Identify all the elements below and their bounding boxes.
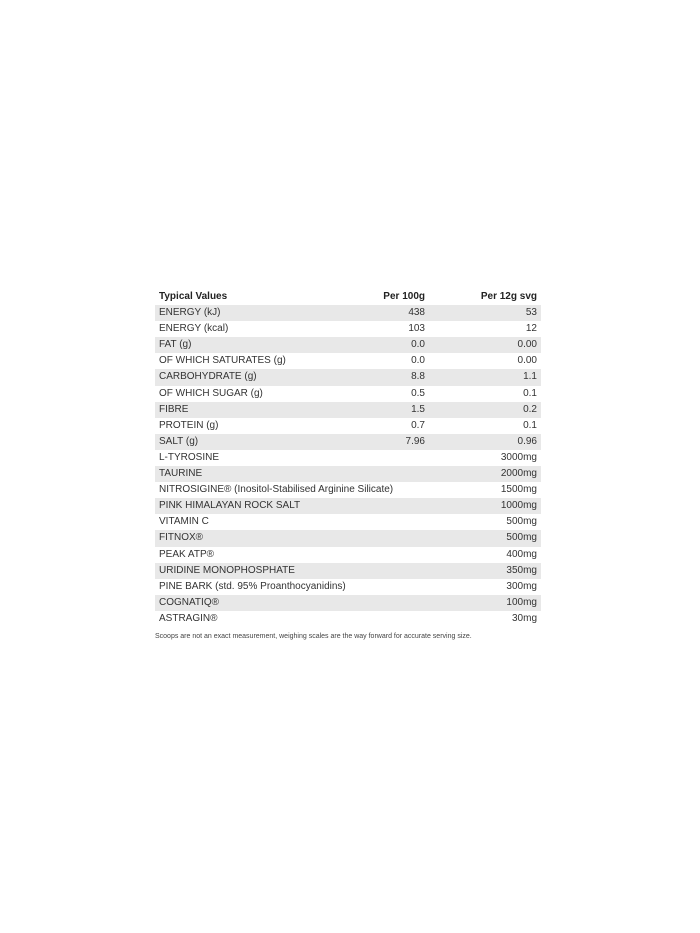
header-per-100g: Per 100g xyxy=(383,291,425,302)
table-row: PEAK ATP® 400mg xyxy=(155,547,541,563)
table-row: OF WHICH SATURATES (g) 0.0 0.00 xyxy=(155,353,541,369)
table-row: PINE BARK (std. 95% Proanthocyanidins) 30… xyxy=(155,579,541,595)
per-100g-value xyxy=(305,466,425,482)
nutrient-name: OF WHICH SUGAR (g) xyxy=(159,387,263,399)
nutrient-name: ASTRAGIN® xyxy=(159,612,218,624)
per-serving-value: 300mg xyxy=(506,580,537,592)
per-100g-value: 8.8 xyxy=(411,371,425,383)
per-100g-value xyxy=(305,498,425,514)
nutrient-name: TAURINE xyxy=(159,468,203,480)
table-header: Typical Values Per 100g Per 12g svg xyxy=(155,289,541,305)
header-typical-values: Typical Values xyxy=(159,291,228,302)
table-row: COGNATIQ® 100mg xyxy=(155,594,541,611)
per-100g-value xyxy=(305,563,425,579)
header-per-serving: Per 12g svg xyxy=(480,291,537,302)
per-100g-value xyxy=(305,514,425,530)
per-100g-value xyxy=(305,595,425,611)
per-serving-value: 500mg xyxy=(506,516,537,528)
nutrient-name: FAT (g) xyxy=(159,339,192,351)
table-row: PINK HIMALAYAN ROCK SALT 1000mg xyxy=(155,498,541,515)
per-serving-value: 3000mg xyxy=(500,451,537,463)
per-serving-value: 0.00 xyxy=(517,339,537,351)
table-row: FITNOX® 500mg xyxy=(155,530,541,547)
nutrient-name: SALT (g) xyxy=(159,435,199,447)
per-100g-value xyxy=(305,450,425,466)
per-100g-value xyxy=(305,530,425,546)
per-serving-value: 12 xyxy=(525,323,537,335)
table-row: TAURINE 2000mg xyxy=(155,466,541,483)
table-row: URIDINE MONOPHOSPHATE 350mg xyxy=(155,562,541,579)
table-row: ASTRAGIN® 30mg xyxy=(155,611,541,627)
table-row: L-TYROSINE 3000mg xyxy=(155,450,541,466)
per-100g-value: 1.5 xyxy=(411,403,425,415)
nutrient-name: FITNOX® xyxy=(159,532,204,544)
nutrient-name: OF WHICH SATURATES (g) xyxy=(159,355,286,367)
nutrient-name: L-TYROSINE xyxy=(159,451,220,463)
nutrition-table: Typical Values Per 100g Per 12g svg ENER… xyxy=(155,289,541,627)
table-row: OF WHICH SUGAR (g) 0.5 0.1 xyxy=(155,386,541,402)
nutrient-name: PINE BARK (std. 95% Proanthocyanidins) xyxy=(159,580,346,592)
table-row: ENERGY (kcal) 103 12 xyxy=(155,321,541,337)
per-100g-value xyxy=(393,482,467,498)
per-serving-value: 53 xyxy=(525,307,537,319)
per-100g-value: 0.5 xyxy=(411,387,425,399)
table-row: FIBRE 1.5 0.2 xyxy=(155,401,541,418)
table-row: VITAMIN C 500mg xyxy=(155,514,541,530)
per-serving-value: 400mg xyxy=(506,548,537,560)
per-serving-value: 500mg xyxy=(506,532,537,544)
nutrient-name: ENERGY (kJ) xyxy=(159,307,221,319)
per-100g-value: 0.0 xyxy=(411,339,425,351)
per-100g-value: 103 xyxy=(408,323,425,335)
per-serving-value: 0.96 xyxy=(517,435,537,447)
nutrient-name: FIBRE xyxy=(159,403,189,415)
nutrient-name: COGNATIQ® xyxy=(159,596,219,608)
table-row: PROTEIN (g) 0.7 0.1 xyxy=(155,418,541,434)
per-100g-value xyxy=(346,579,445,595)
table-row: CARBOHYDRATE (g) 8.8 1.1 xyxy=(155,369,541,386)
per-100g-value: 0.0 xyxy=(411,355,425,367)
per-serving-value: 0.1 xyxy=(523,419,537,431)
nutrient-name: VITAMIN C xyxy=(159,516,209,528)
per-100g-value xyxy=(305,547,425,563)
per-100g-value: 0.7 xyxy=(411,419,425,431)
nutrient-name: NITROSIGINE® (Inositol-Stabilised Argini… xyxy=(159,484,394,496)
per-serving-value: 1000mg xyxy=(500,500,537,512)
per-serving-value: 30mg xyxy=(511,612,537,624)
table-row: FAT (g) 0.0 0.00 xyxy=(155,337,541,354)
nutrient-name: PROTEIN (g) xyxy=(159,419,219,431)
per-serving-value: 0.2 xyxy=(523,403,537,415)
table-row: ENERGY (kJ) 438 53 xyxy=(155,305,541,322)
per-100g-value: 7.96 xyxy=(405,435,425,447)
nutrient-name: URIDINE MONOPHOSPHATE xyxy=(159,564,295,576)
per-serving-value: 350mg xyxy=(506,564,537,576)
table-row: SALT (g) 7.96 0.96 xyxy=(155,433,541,450)
per-100g-value xyxy=(305,611,425,627)
nutrient-name: ENERGY (kcal) xyxy=(159,323,229,335)
nutrient-name: PEAK ATP® xyxy=(159,548,214,560)
nutrient-name: CARBOHYDRATE (g) xyxy=(159,371,257,383)
per-serving-value: 0.1 xyxy=(523,387,537,399)
per-serving-value: 2000mg xyxy=(500,468,537,480)
per-serving-value: 0.00 xyxy=(517,355,537,367)
per-serving-value: 1500mg xyxy=(500,484,537,496)
per-serving-value: 100mg xyxy=(506,596,537,608)
footnote: Scoops are not an exact measurement, wei… xyxy=(155,633,472,640)
per-100g-value: 438 xyxy=(408,307,425,319)
table-row: NITROSIGINE® (Inositol-Stabilised Argini… xyxy=(155,482,541,498)
nutrient-name: PINK HIMALAYAN ROCK SALT xyxy=(159,500,301,512)
per-serving-value: 1.1 xyxy=(523,371,537,383)
